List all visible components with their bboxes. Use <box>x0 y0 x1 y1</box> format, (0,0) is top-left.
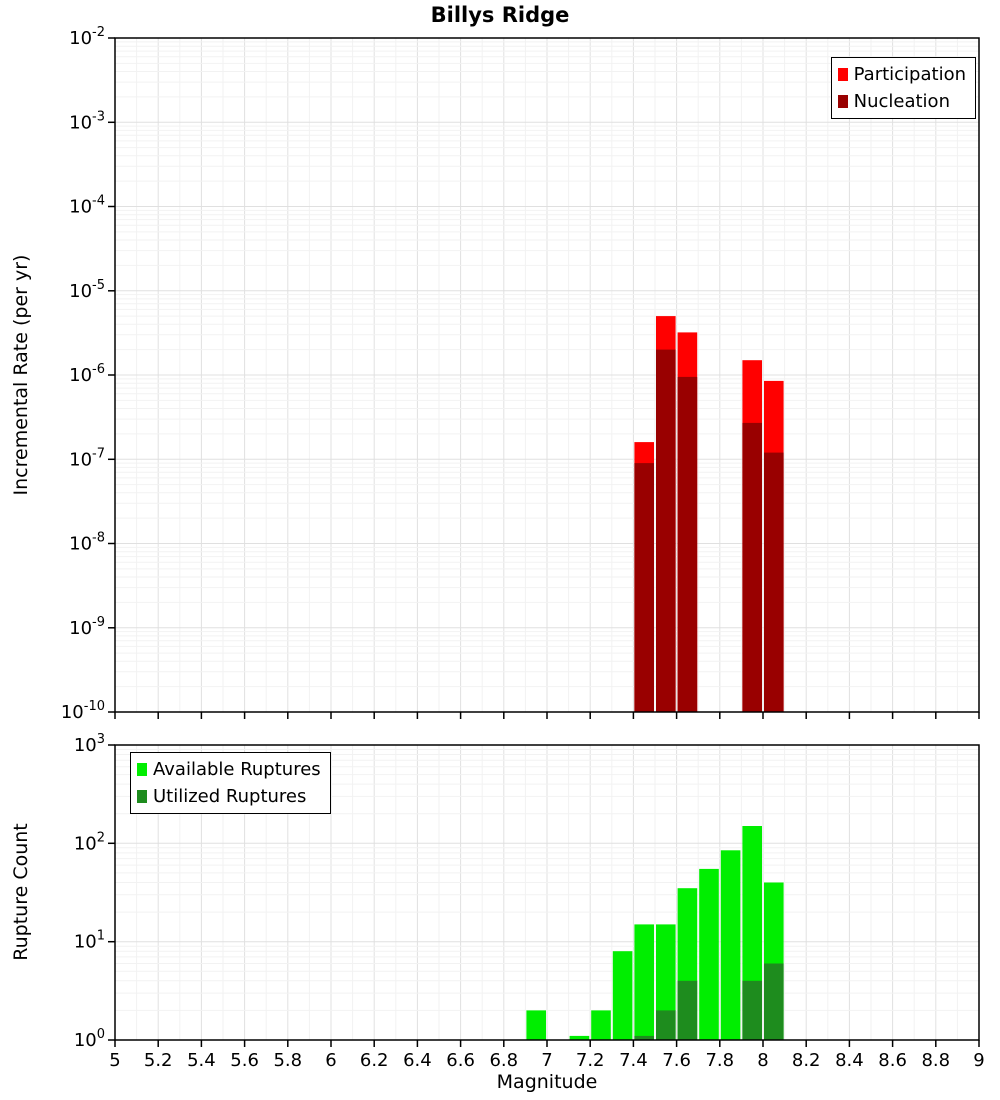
bar-available-ruptures <box>634 924 654 1040</box>
x-tick-label: 6.8 <box>489 1050 518 1071</box>
bar-nucleation <box>764 452 784 712</box>
x-tick-label: 5.4 <box>187 1050 216 1071</box>
x-tick-label: 6 <box>325 1050 336 1071</box>
y-tick-label: 10-6 <box>69 362 105 386</box>
utilized-ruptures-swatch-icon <box>137 790 147 803</box>
y-tick-label: 101 <box>74 929 105 953</box>
y-axis-label-incremental-rate: Incremental Rate (per yr) <box>10 254 32 496</box>
bar-nucleation <box>656 349 676 712</box>
bar-utilized-ruptures <box>677 980 698 1040</box>
x-tick-label: 5.8 <box>273 1050 302 1071</box>
y-tick-label: 102 <box>74 830 105 854</box>
y-tick-label: 10-3 <box>69 109 105 133</box>
y-tick-label: 10-5 <box>69 278 105 302</box>
x-tick-label: 8 <box>757 1050 768 1071</box>
legend-rate-panel: Participation Nucleation <box>830 57 976 119</box>
y-tick-label: 10-10 <box>61 699 105 723</box>
legend-count-panel: Available Ruptures Utilized Ruptures <box>130 752 331 814</box>
x-tick-label: 8.2 <box>792 1050 821 1071</box>
bar-utilized-ruptures <box>634 1035 654 1040</box>
bar-available-ruptures <box>591 1010 611 1040</box>
bar-utilized-ruptures <box>656 1010 676 1040</box>
legend-label-participation: Participation <box>853 64 966 85</box>
bar-nucleation <box>742 422 762 712</box>
y-tick-label: 10-9 <box>69 615 105 639</box>
bar-nucleation <box>634 463 654 712</box>
bar-available-ruptures <box>720 850 741 1040</box>
x-tick-label: 6.2 <box>360 1050 389 1071</box>
x-tick-label: 8.4 <box>835 1050 864 1071</box>
legend-label-nucleation: Nucleation <box>853 91 950 112</box>
x-tick-label: 7 <box>541 1050 552 1071</box>
chart-title: Billys Ridge <box>430 3 570 27</box>
bar-available-ruptures <box>526 1010 546 1040</box>
y-tick-label: 10-7 <box>69 446 105 470</box>
y-tick-label: 10-4 <box>69 194 105 218</box>
x-tick-label: 7.2 <box>576 1050 605 1071</box>
x-tick-label: 5.2 <box>144 1050 173 1071</box>
x-tick-label: 7.6 <box>662 1050 691 1071</box>
legend-item-utilized-ruptures: Utilized Ruptures <box>137 783 321 810</box>
x-tick-label: 8.6 <box>878 1050 907 1071</box>
available-ruptures-swatch-icon <box>137 763 147 776</box>
participation-swatch-icon <box>837 68 848 81</box>
bar-utilized-ruptures <box>742 980 762 1040</box>
legend-label-utilized-ruptures: Utilized Ruptures <box>153 786 307 807</box>
bar-available-ruptures <box>699 868 719 1040</box>
legend-item-available-ruptures: Available Ruptures <box>137 756 321 783</box>
y-axis-label-rupture-count: Rupture Count <box>10 823 32 961</box>
bar-utilized-ruptures <box>764 963 784 1040</box>
legend-item-nucleation: Nucleation <box>837 88 966 115</box>
legend-item-participation: Participation <box>837 61 966 88</box>
x-tick-label: 9 <box>973 1050 984 1071</box>
bar-available-ruptures <box>569 1035 590 1040</box>
x-tick-label: 5 <box>109 1050 120 1071</box>
bar-available-ruptures <box>612 951 633 1040</box>
legend-label-available-ruptures: Available Ruptures <box>153 759 321 780</box>
x-tick-label: 5.6 <box>230 1050 259 1071</box>
y-tick-label: 103 <box>74 732 105 756</box>
y-tick-label: 100 <box>74 1027 105 1051</box>
x-axis-label-magnitude: Magnitude <box>496 1071 598 1093</box>
x-tick-label: 7.8 <box>705 1050 734 1071</box>
y-tick-label: 10-2 <box>69 25 105 49</box>
nucleation-swatch-icon <box>837 95 848 108</box>
x-tick-label: 6.6 <box>446 1050 475 1071</box>
x-tick-label: 7.4 <box>619 1050 648 1071</box>
x-tick-label: 6.4 <box>403 1050 432 1071</box>
bar-nucleation <box>677 376 698 712</box>
x-tick-label: 8.8 <box>921 1050 950 1071</box>
y-tick-label: 10-8 <box>69 531 105 555</box>
